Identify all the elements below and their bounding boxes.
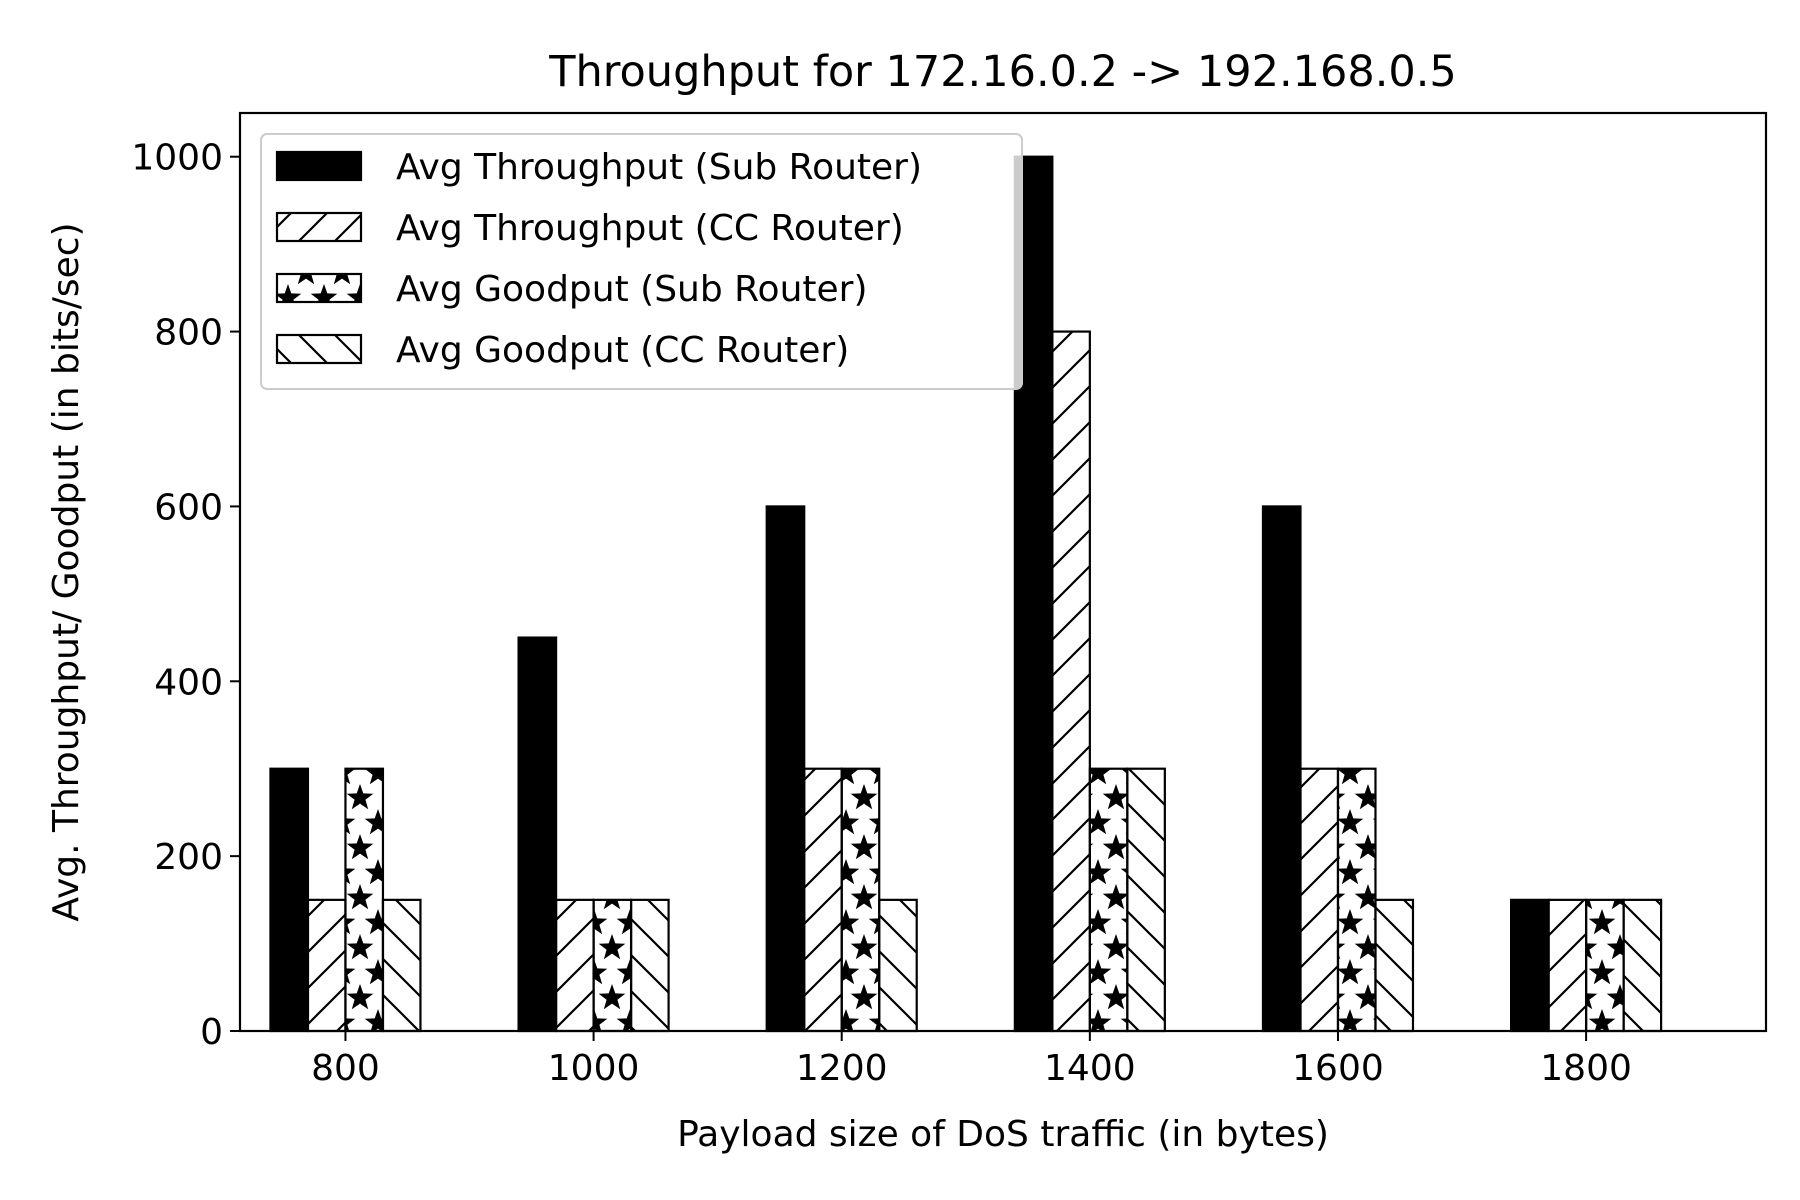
legend-swatch-avg-goodput-sub-router	[275, 272, 363, 304]
legend-label-avg-goodput-sub-router: Avg Goodput (Sub Router)	[396, 269, 868, 310]
bar-avg-goodput-sub-router-1800	[1585, 898, 1625, 1033]
x-tick-label: 1800	[1540, 1048, 1632, 1089]
x-tick-label: 1400	[1044, 1048, 1136, 1089]
legend-swatch-avg-throughput-sub-router	[275, 150, 363, 182]
bar-avg-goodput-cc-router-1600	[1374, 898, 1415, 1033]
bar-avg-throughput-cc-router-1400	[1051, 330, 1091, 1033]
legend-swatch-avg-goodput-cc-router	[275, 333, 363, 365]
bar-avg-goodput-sub-router-1200	[840, 767, 881, 1033]
y-tick-label: 800	[154, 313, 223, 354]
bar-avg-goodput-cc-router-800	[381, 898, 422, 1033]
legend-label-avg-throughput-sub-router: Avg Throughput (Sub Router)	[396, 147, 922, 188]
y-axis-label: Avg. Throughput/ Goodput (in bits/sec)	[46, 222, 87, 921]
bar-avg-throughput-cc-router-1800	[1547, 898, 1588, 1033]
legend-label-avg-throughput-cc-router: Avg Throughput (CC Router)	[396, 208, 904, 249]
bar-avg-throughput-sub-router-1600	[1261, 505, 1302, 1033]
bar-avg-goodput-cc-router-1000	[629, 898, 670, 1033]
y-tick-label: 400	[154, 662, 223, 703]
bar-avg-throughput-sub-router-1000	[517, 636, 558, 1033]
y-tick-label: 200	[154, 837, 223, 878]
bar-avg-goodput-cc-router-1200	[878, 898, 918, 1033]
plot-area-frame	[238, 111, 1768, 1033]
y-tick-label: 600	[154, 487, 223, 528]
chart-title: Throughput for 172.16.0.2 -> 192.168.0.5	[548, 47, 1457, 97]
bar-avg-throughput-sub-router-800	[269, 767, 310, 1033]
bar-avg-throughput-cc-router-1000	[554, 898, 595, 1033]
bar-avg-goodput-cc-router-1800	[1622, 898, 1663, 1033]
legend-frame	[260, 133, 1023, 390]
x-axis-label: Payload size of DoS traffic (in bytes)	[677, 1114, 1329, 1155]
bar-avg-goodput-sub-router-800	[344, 767, 385, 1033]
bar-avg-throughput-cc-router-800	[306, 898, 347, 1033]
bar-avg-throughput-sub-router-1200	[765, 505, 806, 1033]
y-axis: 0 200 400 600 800 1000	[131, 138, 240, 1053]
legend-label-avg-goodput-cc-router: Avg Goodput (CC Router)	[396, 330, 849, 371]
x-tick-label: 1000	[548, 1048, 640, 1089]
x-axis: 800 1000 1200 1400 1600 1800	[311, 1031, 1632, 1089]
bar-avg-goodput-sub-router-1000	[592, 898, 633, 1033]
legend: Avg Throughput (Sub Router) Avg Throughpu…	[260, 133, 1023, 390]
bars-group	[269, 155, 1663, 1033]
bar-avg-throughput-cc-router-1600	[1299, 767, 1340, 1033]
bar-avg-goodput-cc-router-1400	[1126, 767, 1166, 1033]
x-tick-label: 800	[311, 1048, 380, 1089]
bar-avg-goodput-sub-router-1600	[1336, 767, 1377, 1033]
bar-avg-throughput-cc-router-1200	[803, 767, 843, 1033]
legend-swatch-avg-throughput-cc-router	[275, 211, 363, 243]
y-tick-label: 0	[200, 1012, 223, 1053]
x-tick-label: 1200	[796, 1048, 888, 1089]
x-tick-label: 1600	[1292, 1048, 1384, 1089]
y-tick-label: 1000	[131, 138, 223, 179]
bar-avg-goodput-sub-router-1400	[1088, 767, 1129, 1033]
bar-avg-throughput-sub-router-1800	[1510, 898, 1550, 1033]
